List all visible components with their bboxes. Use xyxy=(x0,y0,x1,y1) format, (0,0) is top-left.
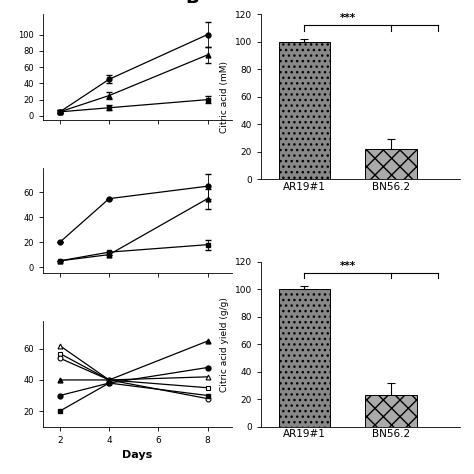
Y-axis label: Citric acid (mM): Citric acid (mM) xyxy=(220,61,229,133)
Bar xyxy=(365,149,417,179)
Bar xyxy=(279,42,330,179)
Bar xyxy=(365,395,417,427)
Text: B: B xyxy=(186,0,200,8)
Bar xyxy=(279,289,330,427)
Text: ***: *** xyxy=(339,13,356,23)
Text: ***: *** xyxy=(339,261,356,271)
Y-axis label: Citric acid yield (g/g): Citric acid yield (g/g) xyxy=(220,297,229,392)
X-axis label: Days: Days xyxy=(122,450,153,460)
